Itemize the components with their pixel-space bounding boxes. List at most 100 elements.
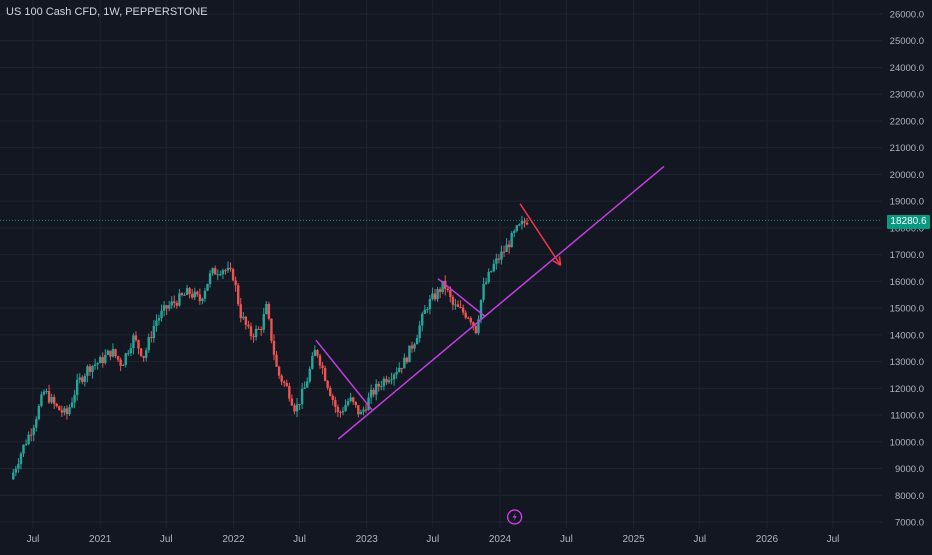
candle-up: [398, 362, 401, 373]
candle-up: [24, 439, 28, 446]
falling-resistance-line-2022[interactable]: [315, 339, 373, 411]
y-tick-label: 7000.0: [895, 518, 924, 529]
candle-down: [467, 316, 470, 320]
candle-up: [242, 312, 245, 320]
candle-up: [111, 343, 115, 358]
candle-up: [254, 325, 258, 341]
candle-up: [50, 393, 53, 405]
y-tick-label: 25000.0: [890, 36, 924, 47]
candles: [12, 215, 529, 480]
candle-down: [461, 304, 465, 316]
candle-up: [106, 349, 110, 356]
candle-up: [91, 365, 94, 379]
candle-down: [334, 396, 337, 413]
candle-up: [436, 286, 439, 302]
candle-down: [469, 316, 472, 326]
y-tick-label: 13000.0: [890, 357, 924, 368]
candle-up: [520, 215, 524, 230]
y-tick-label: 14000.0: [890, 330, 924, 341]
candle-up: [216, 269, 219, 281]
candle-down: [196, 290, 199, 297]
x-tick-label: 2023: [356, 534, 379, 545]
candle-down: [275, 351, 278, 368]
x-tick-label: Jul: [827, 534, 840, 545]
candle-down: [249, 322, 253, 340]
candle-down: [81, 375, 84, 385]
candle-up: [313, 345, 317, 357]
x-tick-label: 2026: [756, 534, 779, 545]
x-tick-label: 2024: [489, 534, 512, 545]
candle-up: [96, 362, 99, 370]
candle-up: [170, 296, 173, 309]
candle-up: [505, 238, 508, 253]
candle-up: [349, 392, 352, 403]
candle-down: [109, 350, 112, 361]
candle-up: [178, 288, 181, 307]
candle-up: [157, 314, 161, 326]
y-tick-label: 23000.0: [890, 90, 924, 101]
falling-resistance-line-2023[interactable]: [437, 278, 486, 317]
candle-up: [367, 392, 370, 411]
lightning-icon[interactable]: [507, 509, 523, 525]
candle-up: [35, 416, 38, 432]
candle-up: [221, 268, 225, 280]
candle-down: [321, 361, 324, 375]
candle-down: [326, 379, 329, 391]
y-tick-label: 22000.0: [890, 116, 924, 127]
candle-up: [487, 268, 490, 284]
candle-up: [490, 270, 493, 273]
candle-up: [454, 298, 457, 310]
candle-up: [32, 424, 35, 442]
candle-up: [484, 277, 488, 285]
candle-up: [17, 458, 20, 473]
candle-down: [47, 384, 51, 405]
rising-support-line[interactable]: [337, 165, 665, 440]
candle-down: [60, 405, 64, 417]
candle-up: [403, 353, 406, 369]
candle-up: [341, 406, 345, 416]
y-tick-label: 24000.0: [890, 63, 924, 74]
candle-down: [318, 353, 322, 369]
candle-down: [288, 382, 291, 402]
x-tick-label: Jul: [693, 534, 706, 545]
candle-up: [12, 468, 15, 480]
candle-up: [68, 404, 71, 416]
candle-down: [456, 300, 460, 308]
candle-up: [392, 372, 396, 386]
candle-up: [306, 377, 309, 388]
candle-up: [93, 358, 97, 370]
candle-up: [418, 320, 421, 343]
candle-up: [311, 352, 314, 370]
candle-down: [239, 297, 242, 323]
candle-up: [346, 398, 350, 407]
candle-up: [14, 465, 18, 477]
candle-up: [144, 347, 148, 362]
y-tick-label: 16000.0: [890, 277, 924, 288]
candle-up: [415, 334, 419, 345]
candle-down: [283, 380, 286, 387]
candle-down: [280, 374, 283, 386]
candle-up: [211, 267, 214, 276]
candle-down: [354, 401, 357, 408]
candle-up: [129, 343, 133, 357]
candle-down: [331, 393, 334, 406]
candle-up: [395, 367, 398, 379]
candle-down: [377, 381, 380, 392]
candle-down: [316, 349, 319, 358]
candle-up: [22, 444, 25, 457]
candle-down: [336, 404, 340, 417]
candle-up: [37, 404, 41, 421]
x-tick-label: 2022: [222, 534, 245, 545]
candle-down: [180, 292, 184, 297]
candle-up: [73, 389, 76, 409]
candle-down: [150, 331, 153, 343]
candle-down: [267, 301, 271, 321]
candle-down: [352, 396, 355, 405]
candle-down: [272, 334, 276, 361]
candle-up: [303, 381, 306, 389]
candle-down: [173, 295, 176, 308]
candle-down: [114, 348, 117, 359]
projection-arrow[interactable]: [519, 203, 562, 266]
